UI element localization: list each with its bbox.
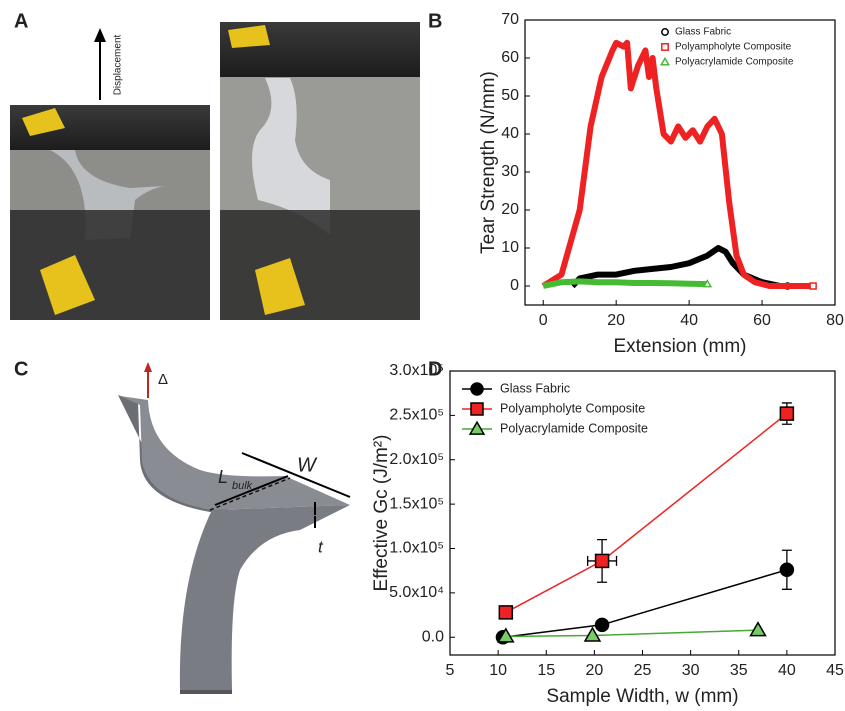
y-tick-label: 2.5x10⁵ [389, 407, 444, 424]
marker [471, 403, 483, 415]
y-tick-label: 60 [501, 49, 519, 66]
x-tick-label: 45 [826, 662, 844, 679]
x-axis-label: Sample Width, w (mm) [546, 686, 738, 706]
y-tick-label: 20 [501, 201, 519, 218]
series-line [506, 630, 758, 636]
panel-label: A [14, 10, 28, 32]
y-tick-label: 40 [501, 125, 519, 142]
x-tick-label: 25 [634, 662, 652, 679]
x-tick-label: 30 [682, 662, 700, 679]
y-tick-label: 5.0x10⁴ [389, 584, 444, 601]
marker [470, 422, 484, 434]
marker [751, 623, 766, 636]
x-tick-label: 35 [730, 662, 748, 679]
series-line [543, 281, 707, 286]
marker [499, 606, 512, 619]
x-axis-label: Extension (mm) [613, 336, 746, 357]
x-tick-label: 0 [539, 312, 548, 329]
photo-right [220, 22, 420, 320]
legend-label: Polyampholyte Composite [500, 401, 645, 415]
legend-label: Glass Fabric [675, 27, 731, 38]
series-line [543, 43, 813, 286]
x-tick-label: 20 [585, 662, 603, 679]
y-tick-label: 1.0x10⁵ [389, 540, 444, 557]
x-tick-label: 60 [753, 312, 771, 329]
x-tick-label: 5 [446, 662, 455, 679]
figure: A B C D Displacement Δ W L bulk [0, 0, 845, 706]
y-axis-label: Tear Strength (N/mm) [478, 71, 499, 254]
x-tick-label: 20 [607, 312, 625, 329]
marker [596, 618, 609, 631]
width-label: W [297, 454, 318, 476]
marker [661, 58, 668, 64]
marker [596, 554, 609, 567]
marker [662, 29, 668, 35]
y-axis-label: Effective Gc (J/m²) [371, 435, 392, 592]
y-tick-label: 50 [501, 87, 519, 104]
y-tick-label: 2.0x10⁵ [389, 451, 444, 468]
legend-label: Glass Fabric [500, 381, 570, 395]
y-tick-label: 30 [501, 163, 519, 180]
y-tick-label: 0.0 [422, 628, 444, 645]
marker [471, 383, 483, 395]
thickness-label: t [318, 537, 324, 556]
x-tick-label: 40 [680, 312, 698, 329]
x-tick-label: 40 [778, 662, 796, 679]
legend-label: Polyacrylamide Composite [500, 421, 648, 435]
panel-label: C [14, 358, 28, 380]
marker [780, 563, 793, 576]
y-tick-label: 0 [510, 277, 519, 294]
photo-left [10, 105, 210, 320]
marker [810, 283, 816, 289]
arrow-head [94, 28, 106, 42]
marker [662, 44, 668, 50]
length-label: L [218, 467, 228, 487]
series-line [503, 570, 787, 638]
sample-diagram [118, 362, 352, 694]
x-tick-label: 80 [826, 312, 844, 329]
marker [780, 407, 793, 420]
legend-label: Polyacrylamide Composite [675, 57, 794, 68]
arrow-label: Displacement [113, 34, 124, 95]
y-tick-label: 70 [501, 11, 519, 28]
length-subscript: bulk [232, 480, 253, 492]
y-tick-label: 10 [501, 239, 519, 256]
y-tick-label: 1.5x10⁵ [389, 495, 444, 512]
panel-label: B [428, 10, 442, 32]
x-tick-label: 15 [537, 662, 555, 679]
legend-label: Polyampholyte Composite [675, 42, 792, 53]
delta-label: Δ [158, 371, 168, 388]
x-tick-label: 10 [489, 662, 507, 679]
y-tick-label: 3.0x10⁵ [389, 362, 444, 379]
